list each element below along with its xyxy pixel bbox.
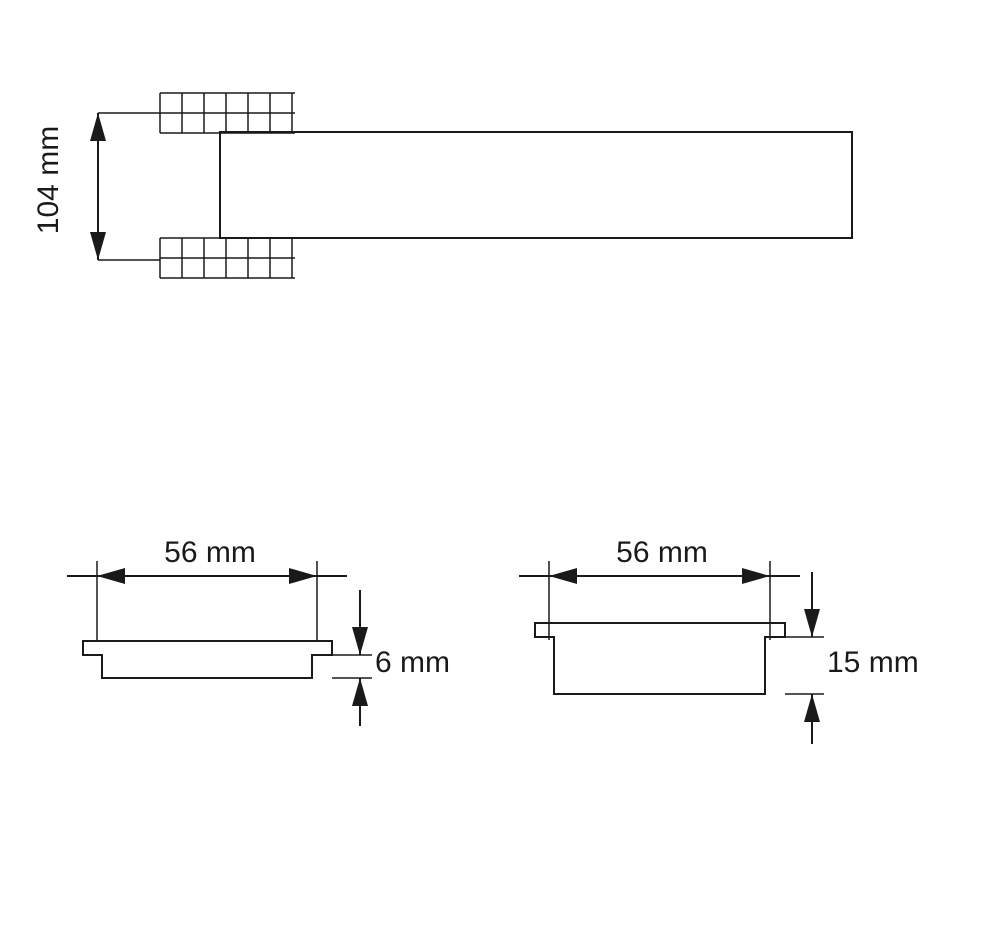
dimension-arrow-head	[97, 568, 125, 584]
profile-outline	[535, 623, 785, 694]
dimension-arrow-head	[289, 568, 317, 584]
hatch-block	[160, 238, 295, 278]
profile-outline	[83, 641, 332, 678]
dimension-arrow-head	[90, 113, 106, 141]
dimension-arrow-head	[90, 232, 106, 260]
dimension-arrow-head	[352, 627, 368, 655]
dim-label-width: 56 mm	[616, 536, 708, 569]
dim-label-depth: 6 mm	[375, 646, 450, 679]
dim-label-height: 104 mm	[32, 126, 65, 234]
dimension-arrow-head	[549, 568, 577, 584]
dim-label-depth: 15 mm	[827, 646, 919, 679]
hatch-block	[160, 93, 295, 133]
dimension-arrow-head	[352, 678, 368, 706]
dimension-arrow-head	[804, 609, 820, 637]
top-view-body	[220, 132, 852, 238]
dimension-arrow-head	[742, 568, 770, 584]
dimension-arrow-head	[804, 694, 820, 722]
dim-label-width: 56 mm	[164, 536, 256, 569]
